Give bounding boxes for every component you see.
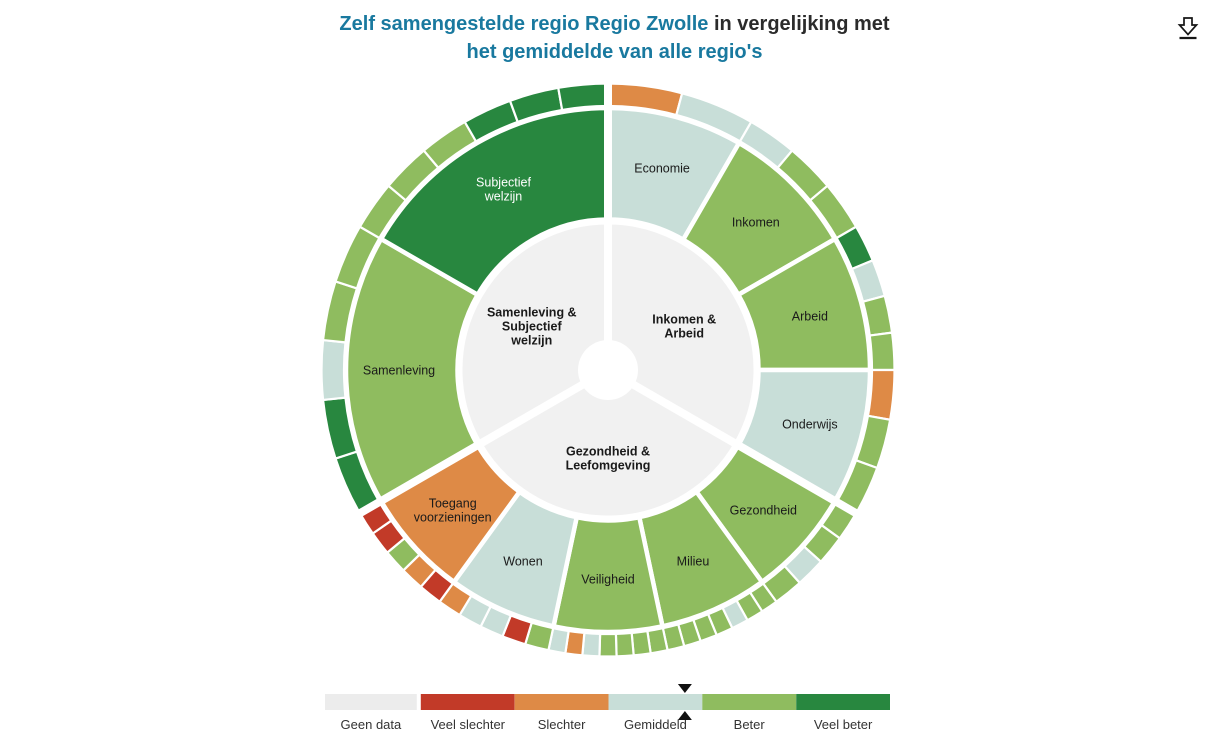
domain-label-gezondheid-leefomgeving: Gezondheid & Leefomgeving [566,445,651,473]
domain-label-samenleving-subjectief-welzijn: Samenleving & Subjectief welzijn [487,306,577,348]
domain-divider [623,376,863,520]
indicator-segment-veiligheid-3[interactable] [598,632,618,658]
average-marker-top [677,684,692,693]
category-label-arbeid: Arbeid [792,309,828,323]
legend-label-beter: Beter [734,717,766,732]
legend-swatch-veel-slechter [420,694,515,710]
category-subjectief-welzijn[interactable] [378,105,611,298]
domain-divider [353,376,593,520]
legend: Geen data Veel slechter Slechter Gemiddeld B… [325,684,890,732]
indicator-segment-onderwijs-0[interactable] [866,368,896,422]
download-button[interactable] [1173,14,1203,44]
indicator-segment-subjectief-welzijn-5[interactable] [556,82,610,112]
indicator-segment-veiligheid-1[interactable] [630,629,652,657]
title-line2: het gemiddelde van alle regio's [466,41,763,63]
legend-label-veel-slechter: Veel slechter [431,717,506,732]
legend-swatch-geen-data [325,694,417,710]
category-label-subjectief-welzijn: Subjectief welzijn [476,176,531,204]
category-label-veiligheid: Veiligheid [581,573,635,587]
page-title: Zelf samengestelde regio Regio Zwolle in… [0,10,1229,66]
legend-swatch-beter [702,694,797,710]
indicator-segment-samenleving-2[interactable] [320,338,347,402]
legend-swatch-gemiddeld [608,694,703,710]
category-label-wonen: Wonen [503,554,542,568]
title-rest-part: in vergelijking met [708,13,890,35]
category-label-inkomen: Inkomen [732,216,780,230]
category-label-gezondheid: Gezondheid [730,503,797,517]
center-hole [580,342,636,398]
category-label-economie: Economie [634,162,690,176]
domain-label-inkomen-arbeid: Inkomen & Arbeid [652,313,716,341]
indicator-segment-arbeid-3[interactable] [868,331,896,372]
legend-swatch-veel-beter [796,694,890,710]
average-marker-bottom [677,711,692,720]
legend-label-gemiddeld: Gemiddeld [624,717,687,732]
legend-swatch-slechter [514,694,609,710]
legend-label-slechter: Slechter [538,717,586,732]
legend-label-geen-data: Geen data [341,717,402,732]
category-samenleving[interactable] [343,235,481,505]
title-region-part: Zelf samengestelde regio Regio Zwolle [339,13,709,35]
indicator-segment-veiligheid-2[interactable] [614,631,635,658]
category-label-toegang-voorzieningen: Toegang voorzieningen [414,496,492,524]
category-label-onderwijs: Onderwijs [782,418,838,432]
sunburst-labels: Economie Inkomen Arbeid Onderwijs Inkomen & A… [363,162,838,587]
sunburst-rings [320,78,896,658]
download-icon [1177,17,1199,40]
category-label-milieu: Milieu [677,554,710,568]
category-label-samenleving: Samenleving [363,364,435,378]
legend-label-veel-beter: Veel beter [814,717,873,732]
